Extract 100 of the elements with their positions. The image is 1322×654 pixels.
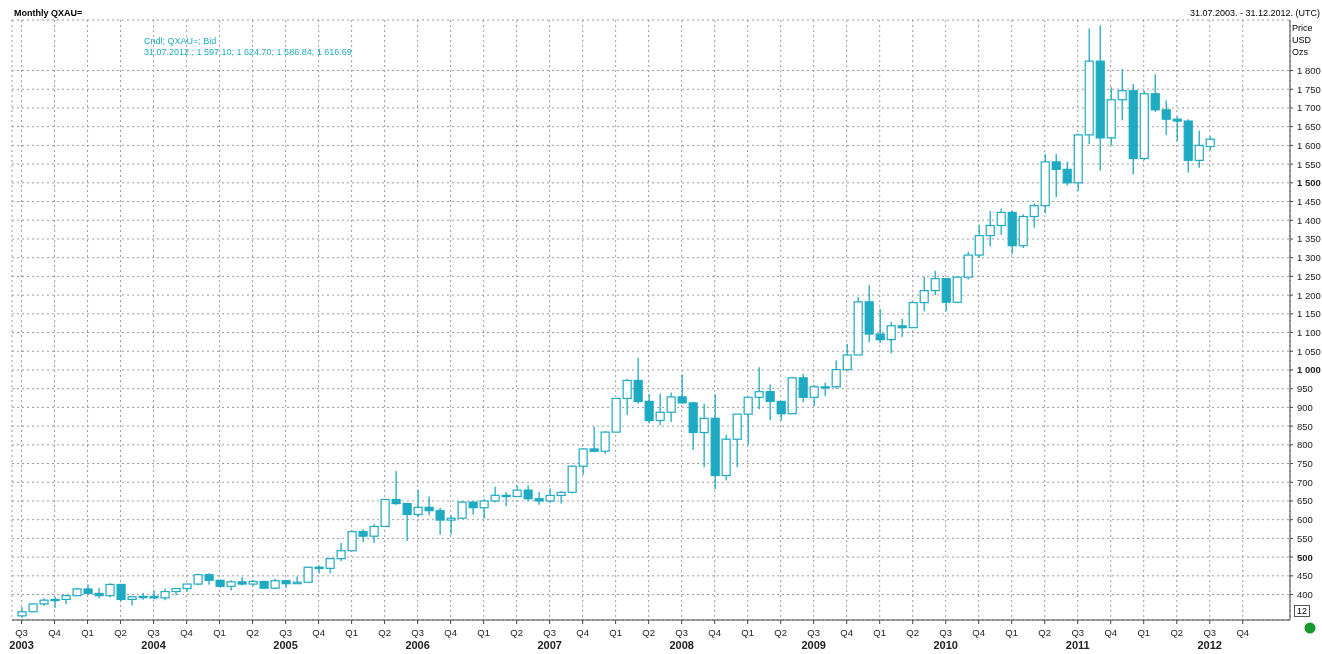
candlestick [875, 308, 885, 344]
chart-title: Monthly QXAU= [14, 8, 83, 18]
x-tick-label: Q4 [972, 627, 986, 638]
candlestick [622, 378, 632, 416]
x-tick-label: Q1 [1005, 627, 1019, 638]
y-tick-label: 1 550 [1297, 158, 1321, 170]
candlestick [644, 393, 654, 425]
x-tick-label: Q4 [48, 627, 61, 638]
candlestick [699, 403, 709, 468]
x-tick-label: Q3 2005 [273, 627, 298, 651]
y-tick-label: 800 [1297, 439, 1313, 451]
candlestick [1161, 99, 1171, 136]
y-axis-title: Price USD Ozs [1292, 22, 1313, 58]
y-tick-label: 1 150 [1297, 308, 1321, 320]
x-tick-label: Q4 [444, 627, 457, 638]
x-tick-label: Q3 2004 [141, 627, 167, 651]
x-tick-label: Q2 [642, 627, 655, 638]
y-tick-label: 450 [1297, 570, 1313, 582]
y-tick-label: 1 800 [1297, 65, 1321, 77]
x-tick-label: Q4 [708, 627, 722, 638]
candlestick [743, 396, 753, 446]
x-tick-label: Q2 [246, 627, 259, 638]
y-tick-label: 1 500 [1297, 177, 1321, 189]
candlestick [666, 391, 676, 423]
candlestick [941, 277, 951, 312]
x-tick-label: Q4 [840, 627, 854, 638]
candlestick [930, 270, 940, 296]
annotation: Cndl; QXAU=; Bid [144, 36, 218, 47]
candlestick [1194, 129, 1204, 169]
candlestick [919, 276, 929, 312]
candlestick [633, 357, 643, 405]
y-tick-label: 1 200 [1297, 289, 1321, 301]
y-tick-label: 950 [1297, 383, 1313, 395]
x-tick-label: Q4 [1236, 627, 1250, 638]
x-tick-label: Q1 [873, 627, 887, 638]
x-tick-label: Q1 [477, 627, 490, 638]
y-tick-label: 1 450 [1297, 196, 1321, 208]
y-tick-label: 700 [1297, 476, 1313, 488]
y-tick-label: 1 600 [1297, 139, 1321, 151]
candlestick [765, 383, 775, 421]
candlestick [776, 400, 786, 422]
y-tick-label: 1 350 [1297, 233, 1321, 245]
candlestick [842, 343, 852, 371]
y-tick-label: 1 750 [1297, 83, 1321, 95]
y-tick-label: 900 [1297, 401, 1313, 413]
y-tick-label: 650 [1297, 495, 1313, 507]
candlestick [798, 373, 808, 403]
y-tick-label: 1 250 [1297, 270, 1321, 282]
x-tick-label: Q3 2009 [801, 627, 826, 651]
y-tick-label: 1 000 [1297, 364, 1321, 376]
y-tick-label: 550 [1297, 532, 1313, 544]
x-tick-label: Q4 [576, 627, 589, 638]
candlestick [677, 373, 687, 405]
x-tick-label: Q3 2003 [9, 627, 34, 651]
text: 12 [1294, 605, 1311, 617]
x-tick-label: Q2 [1170, 627, 1184, 638]
x-tick-label: Q1 [609, 627, 622, 638]
x-tick-label: Q4 [1104, 627, 1118, 638]
x-tick-label: Q2 [774, 627, 788, 638]
annotation: 31.07.2012 ; 1 597.10; 1 624.70; 1 586.84; 1 616.69 [144, 47, 352, 58]
x-tick-label: Q1 [345, 627, 358, 638]
candlestick [1051, 153, 1061, 198]
y-tick-label: 1 100 [1297, 327, 1321, 339]
x-tick-label: Q1 [741, 627, 755, 638]
candlestick [754, 366, 764, 410]
x-tick-label: Q3 2006 [405, 627, 430, 651]
x-tick-label: Q3 2008 [669, 627, 694, 651]
candlestick [985, 210, 995, 248]
candlestick [1062, 161, 1072, 187]
y-tick-label: 400 [1297, 589, 1313, 601]
x-tick-label: Q3 2012 [1197, 627, 1222, 651]
x-tick-label: Q2 [1038, 627, 1052, 638]
x-tick-label: Q3 2011 [1065, 627, 1090, 651]
chart-subtitle: 31.07.2003. - 31.12.2012. (UTC) [1189, 8, 1320, 18]
candlestick [996, 208, 1006, 236]
candlestick [963, 251, 973, 281]
x-tick-label: Q4 [312, 627, 325, 638]
candlestick [1172, 115, 1182, 142]
candlestick [655, 392, 665, 427]
x-tick-label: Q3 2007 [537, 627, 562, 651]
x-tick-label: Q2 [906, 627, 920, 638]
y-tick-label: 1 300 [1297, 252, 1321, 264]
y-tick-label: 500 [1297, 551, 1313, 563]
candlestick [1029, 202, 1039, 229]
y-tick-label: 750 [1297, 458, 1313, 470]
candlestick [809, 384, 819, 407]
candlestick [897, 318, 907, 338]
y-tick-label: 1 650 [1297, 121, 1321, 133]
x-tick-label: Q1 [213, 627, 226, 638]
y-tick-label: 1 050 [1297, 345, 1321, 357]
x-tick-label: Q1 [81, 627, 94, 638]
candlestick [1150, 73, 1160, 113]
candlestick [974, 224, 984, 259]
candlestick [886, 321, 896, 354]
x-tick-label: Q2 [378, 627, 391, 638]
x-tick-label: Q2 [510, 627, 523, 638]
y-tick-label: 600 [1297, 514, 1313, 526]
x-tick-label: Q1 [1137, 627, 1151, 638]
candlestick [1117, 68, 1127, 121]
candlestick [831, 359, 841, 390]
